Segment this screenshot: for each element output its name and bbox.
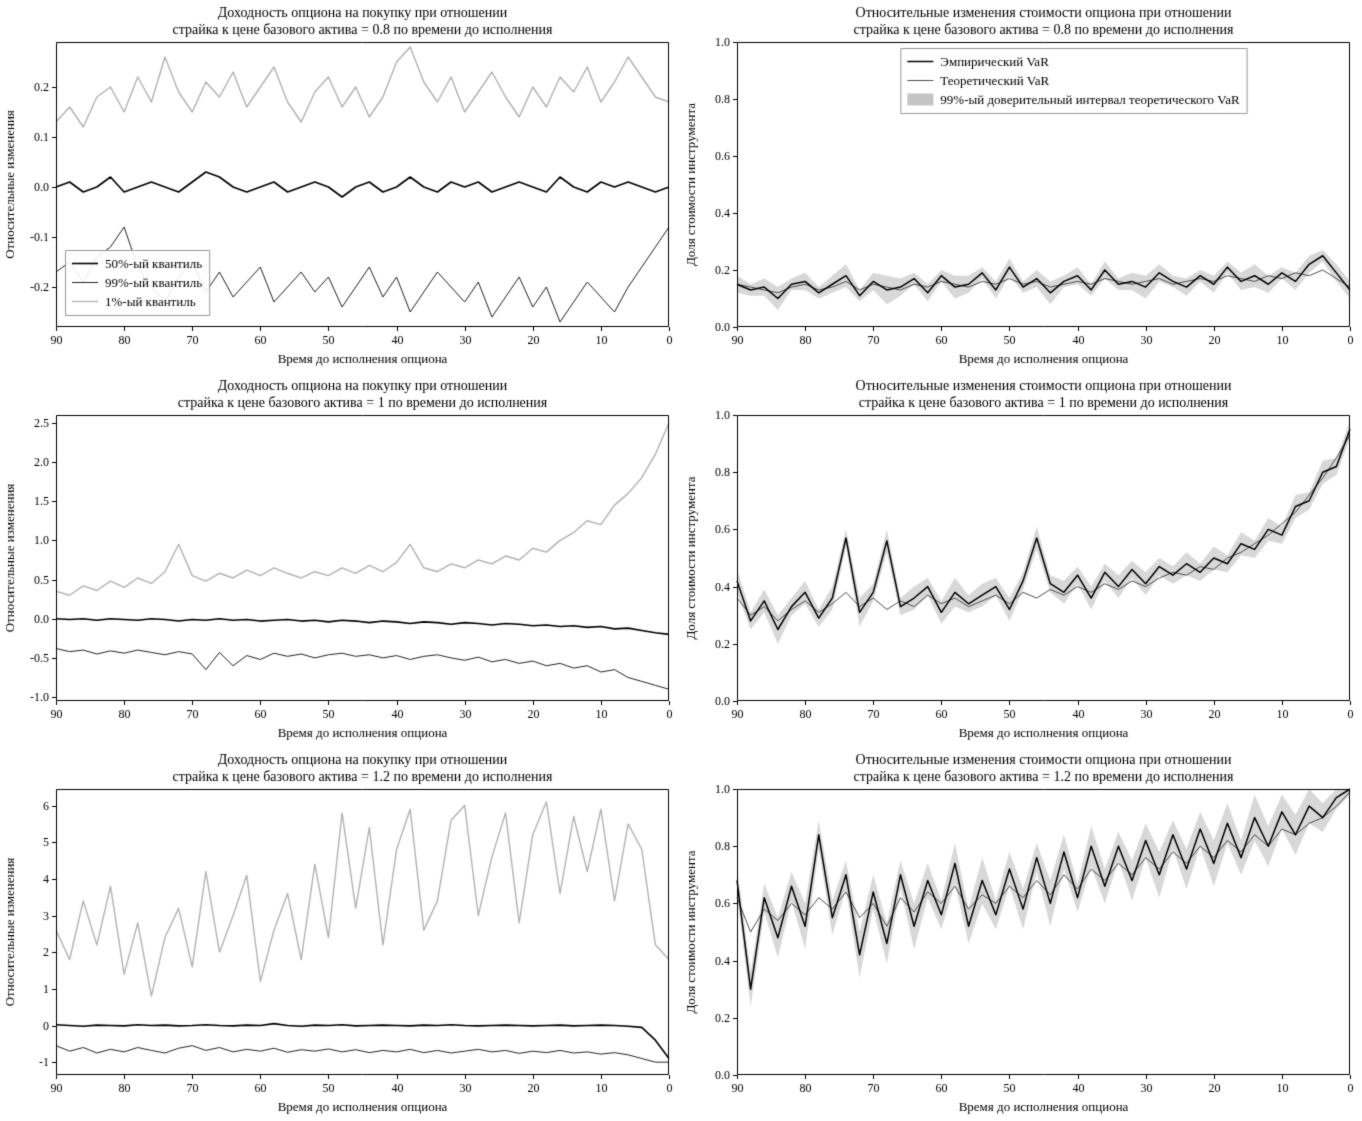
subplot-var-strike-1.2 — [681, 747, 1362, 1121]
chart-canvas-var-1 — [681, 373, 1362, 747]
chart-canvas-var-0.8 — [681, 0, 1362, 373]
chart-canvas-var-1.2 — [681, 747, 1362, 1121]
subplot-var-strike-0.8 — [681, 0, 1362, 373]
subplot-returns-strike-1 — [0, 373, 681, 747]
chart-canvas-returns-1.2 — [0, 747, 681, 1121]
chart-canvas-returns-0.8 — [0, 0, 681, 373]
subplot-var-strike-1 — [681, 373, 1362, 747]
subplot-returns-strike-0.8 — [0, 0, 681, 373]
subplot-returns-strike-1.2 — [0, 747, 681, 1121]
chart-canvas-returns-1 — [0, 373, 681, 747]
